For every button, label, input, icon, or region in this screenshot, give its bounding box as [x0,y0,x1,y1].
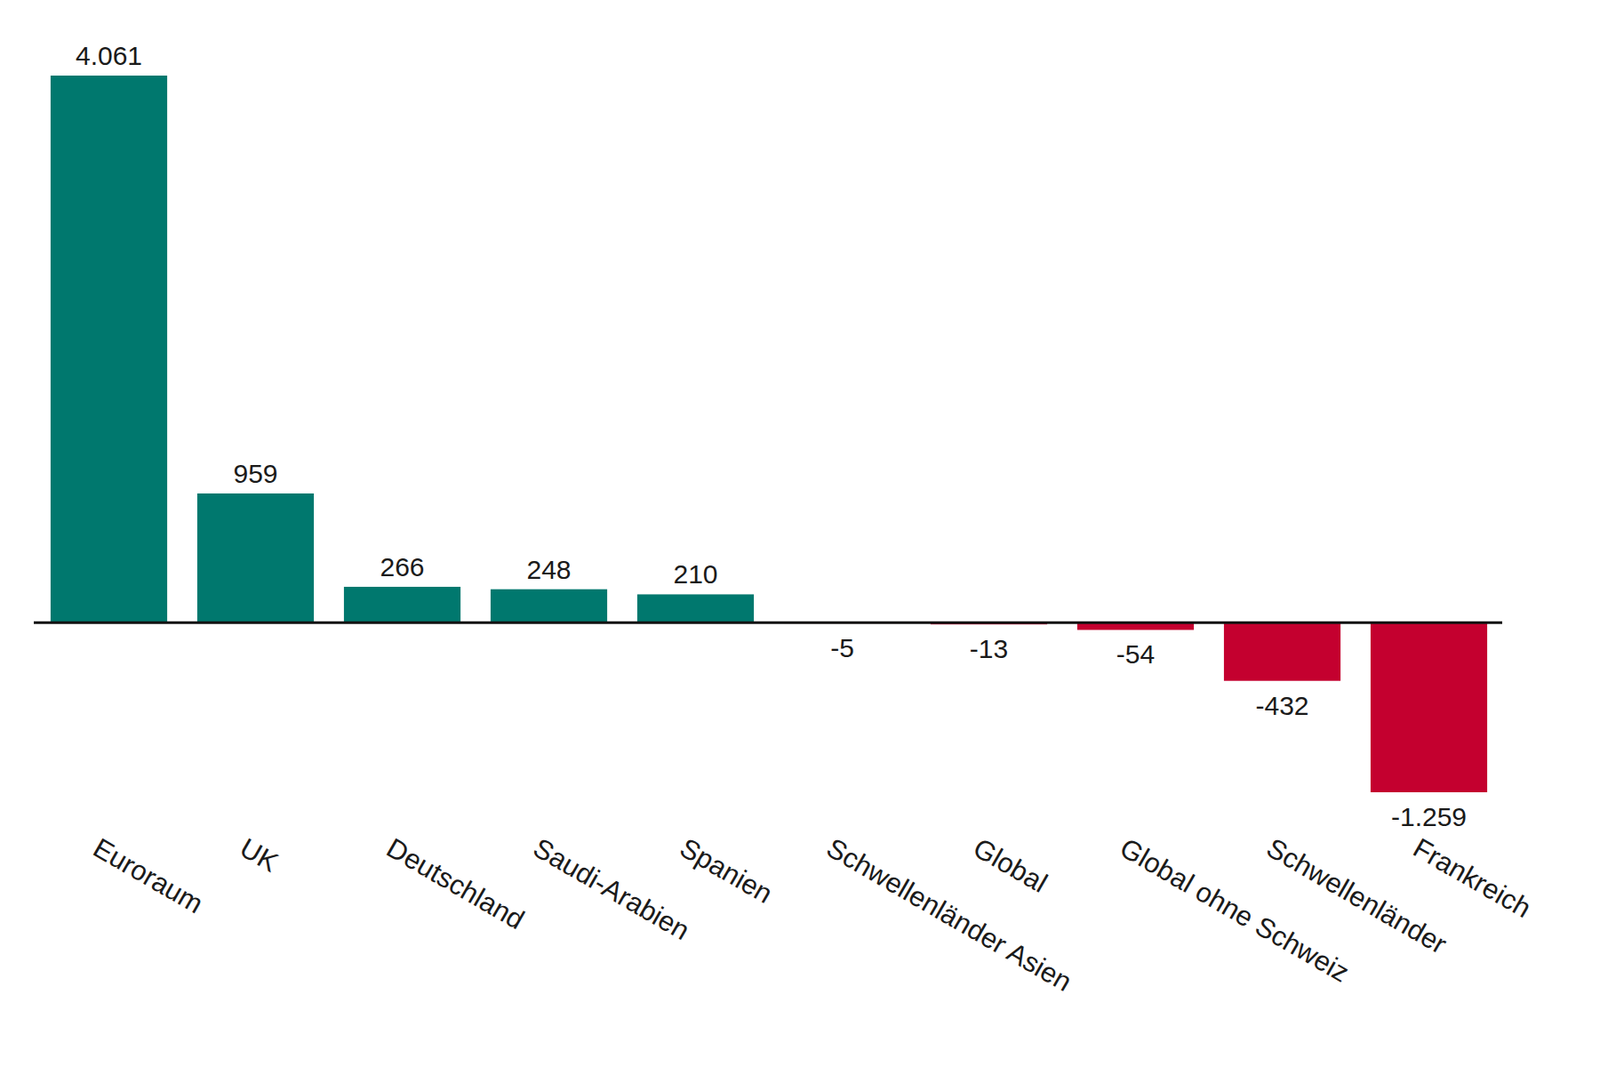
x-axis-labels: Euroraum UK DeutschlandSaudi-ArabienSpanie… [88,832,1536,998]
category-label: Global [968,832,1053,899]
data-label: 266 [379,552,424,582]
data-label: 210 [672,559,718,589]
category-label: Saudi-Arabien [528,832,696,947]
data-label: 248 [526,554,571,584]
bar [1224,622,1341,680]
data-label: -13 [969,633,1008,664]
data-label: -5 [830,632,855,663]
bar [490,589,608,624]
data-label: -1.259 [1391,801,1467,832]
category-label: Euroraum [88,832,208,920]
bar [1370,622,1488,792]
bar [344,586,461,623]
data-label: -54 [1116,639,1155,669]
bar [197,493,314,623]
data-labels: 4.061 959 266 248 210 -5 -13 -54 -432 -1.259 [75,40,1467,832]
category-label: Schwellenländer Asien [821,832,1078,998]
data-label: 959 [232,458,278,488]
category-label: Deutschland [381,832,530,936]
bar [50,75,168,623]
category-label: Frankreich [1408,832,1536,925]
data-label: 4.061 [75,40,143,71]
axis-line [33,621,1503,624]
category-label: UK [234,832,284,879]
bars [50,75,1488,792]
data-label: -432 [1255,690,1309,720]
category-label: Spanien [674,832,778,910]
chart: 4.061959266248210-5-13-54-432-1.259Euror… [0,0,1600,1067]
bar [637,593,754,623]
